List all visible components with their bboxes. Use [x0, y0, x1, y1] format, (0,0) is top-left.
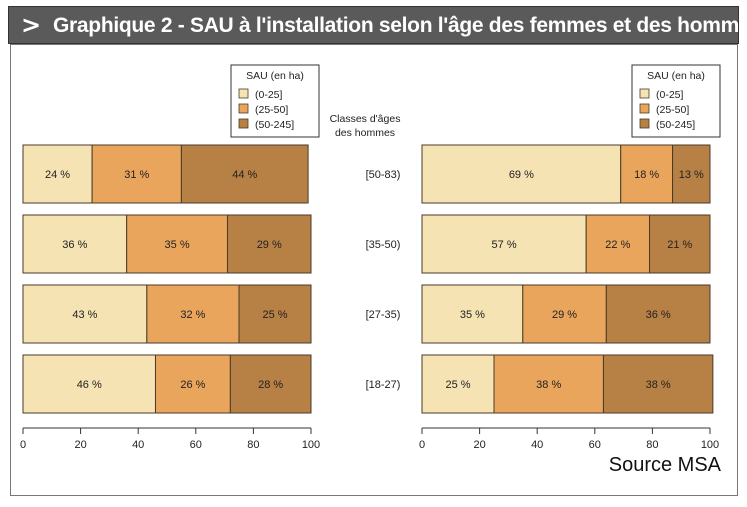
bar-men-row1-seg2	[649, 214, 711, 274]
bar-women-row0-seg0	[22, 144, 93, 204]
x-tick-label: 80	[247, 439, 259, 451]
age-class-label: [50-83)	[366, 169, 401, 181]
x-tick-label: 60	[190, 439, 202, 451]
bar-men-row3-seg0	[421, 354, 495, 414]
bar-label: 32 %	[180, 309, 205, 321]
bar-label: 36 %	[646, 309, 671, 321]
x-tick-label: 40	[132, 439, 144, 451]
x-tick-label: 20	[74, 439, 86, 451]
bar-men-row2-seg0	[421, 284, 524, 344]
figure-title: Graphique 2 - SAU à l'installation selon…	[53, 14, 747, 37]
bar-label: 18 %	[634, 169, 659, 181]
bar-men-row0-seg0	[421, 144, 622, 204]
bar-women-row2-seg0	[22, 284, 148, 344]
center-header-line2: des hommes	[335, 127, 395, 139]
bar-men-row3-seg2	[602, 354, 714, 414]
bar-women-row0-seg1	[91, 144, 182, 204]
legend-swatch	[639, 88, 650, 99]
bar-label: 29 %	[257, 239, 282, 251]
legend-swatch	[238, 88, 249, 99]
legend-title: SAU (en ha)	[246, 70, 304, 82]
bar-label: 35 %	[460, 309, 485, 321]
title-chevron-icon: >	[21, 11, 42, 39]
bar-label: 31 %	[124, 169, 149, 181]
bar-men-row1-seg0	[421, 214, 587, 274]
legend-entry: (0-25]	[255, 89, 283, 101]
bar-women-row1-seg2	[226, 214, 312, 274]
title-bar: > Graphique 2 - SAU à l'installation sel…	[8, 6, 747, 44]
age-class-label: [27-35)	[366, 309, 401, 321]
legend-title: SAU (en ha)	[647, 70, 705, 82]
bar-men-row2-seg2	[605, 284, 711, 344]
bar-women-row1-seg1	[126, 214, 228, 274]
source-label: Source MSA	[608, 454, 721, 476]
bar-label: 46 %	[77, 379, 102, 391]
bar-label: 25 %	[445, 379, 470, 391]
bar-men-row3-seg1	[493, 354, 604, 414]
legend-entry: (25-50]	[656, 104, 689, 116]
legend-swatch	[639, 118, 650, 129]
x-tick-label: 60	[589, 439, 601, 451]
bar-label: 24 %	[45, 169, 70, 181]
bar-label: 69 %	[509, 169, 534, 181]
bar-men-row2-seg1	[522, 284, 607, 344]
x-tick-label: 20	[473, 439, 485, 451]
bar-label: 35 %	[165, 239, 190, 251]
bar-label: 43 %	[72, 309, 97, 321]
legend-entry: (50-245]	[656, 119, 695, 131]
legend-swatch	[238, 118, 249, 129]
age-class-label: [35-50)	[366, 239, 401, 251]
bar-women-row3-seg2	[229, 354, 312, 414]
x-tick-label: 100	[302, 439, 320, 451]
bar-label: 21 %	[667, 239, 692, 251]
chart-panel: 24 % 31 % 44 % 36 % 35 % 29 % 43 % 32 % 25 % 46 %…	[10, 44, 738, 496]
bar-women-row1-seg0	[22, 214, 128, 274]
x-tick-label: 80	[646, 439, 658, 451]
x-tick-label: 0	[419, 439, 425, 451]
bar-women-row0-seg2	[180, 144, 309, 204]
bar-label: 22 %	[605, 239, 630, 251]
legend-swatch	[238, 103, 249, 114]
bar-women-row3-seg0	[22, 354, 156, 414]
bar-label: 36 %	[62, 239, 87, 251]
bar-label: 13 %	[679, 169, 704, 181]
bar-label: 25 %	[262, 309, 287, 321]
legend-entry: (25-50]	[255, 104, 288, 116]
bar-label: 44 %	[232, 169, 257, 181]
legend-entry: (50-245]	[255, 119, 294, 131]
x-tick-label: 100	[701, 439, 719, 451]
age-class-label: [18-27)	[366, 379, 401, 391]
bar-label: 38 %	[536, 379, 561, 391]
bar-men-row0-seg1	[620, 144, 674, 204]
x-tick-label: 40	[531, 439, 543, 451]
bar-label: 29 %	[552, 309, 577, 321]
bar-women-row2-seg2	[238, 284, 312, 344]
bar-label: 38 %	[646, 379, 671, 391]
legend-entry: (0-25]	[656, 89, 684, 101]
bar-label: 57 %	[492, 239, 517, 251]
bar-label: 28 %	[258, 379, 283, 391]
bar-men-row0-seg2	[672, 144, 711, 204]
bar-women-row2-seg1	[146, 284, 240, 344]
center-header-line1: Classes d'âges	[330, 113, 401, 125]
charts-svg: 24 % 31 % 44 % 36 % 35 % 29 % 43 % 32 % 25 % 46 %…	[20, 64, 721, 451]
bar-label: 26 %	[180, 379, 205, 391]
x-tick-label: 0	[20, 439, 26, 451]
legend-swatch	[639, 103, 650, 114]
